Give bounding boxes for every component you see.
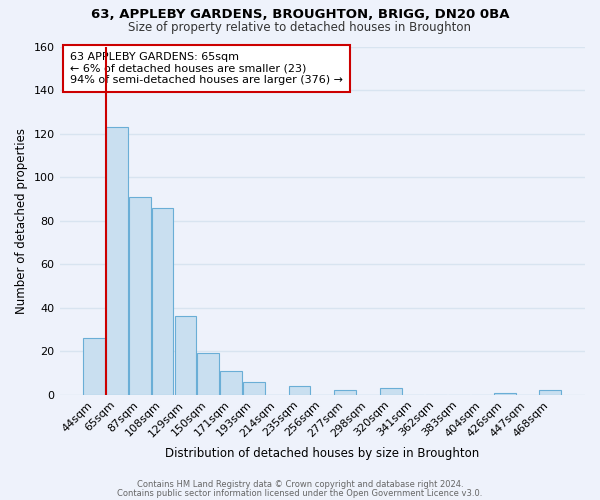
Bar — [220, 371, 242, 395]
Bar — [243, 382, 265, 395]
Text: Contains public sector information licensed under the Open Government Licence v3: Contains public sector information licen… — [118, 488, 482, 498]
Bar — [106, 127, 128, 395]
Bar — [494, 392, 515, 395]
Text: Contains HM Land Registry data © Crown copyright and database right 2024.: Contains HM Land Registry data © Crown c… — [137, 480, 463, 489]
Y-axis label: Number of detached properties: Number of detached properties — [15, 128, 28, 314]
Bar — [380, 388, 401, 395]
Bar — [539, 390, 561, 395]
Bar — [289, 386, 310, 395]
Bar — [129, 196, 151, 395]
Bar — [152, 208, 173, 395]
Text: 63 APPLEBY GARDENS: 65sqm
← 6% of detached houses are smaller (23)
94% of semi-d: 63 APPLEBY GARDENS: 65sqm ← 6% of detach… — [70, 52, 343, 85]
X-axis label: Distribution of detached houses by size in Broughton: Distribution of detached houses by size … — [165, 447, 479, 460]
Text: Size of property relative to detached houses in Broughton: Size of property relative to detached ho… — [128, 21, 472, 34]
Bar — [197, 354, 219, 395]
Text: 63, APPLEBY GARDENS, BROUGHTON, BRIGG, DN20 0BA: 63, APPLEBY GARDENS, BROUGHTON, BRIGG, D… — [91, 8, 509, 20]
Bar — [334, 390, 356, 395]
Bar — [83, 338, 105, 395]
Bar — [175, 316, 196, 395]
